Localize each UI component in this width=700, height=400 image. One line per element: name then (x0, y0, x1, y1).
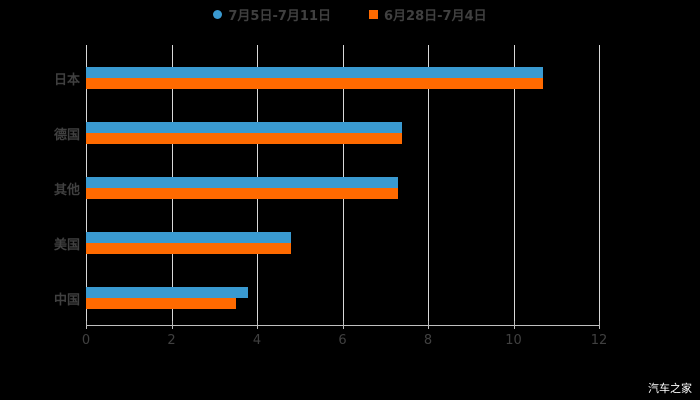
bar (86, 232, 292, 243)
tick-mark (428, 321, 429, 329)
tick-label: 2 (167, 333, 176, 348)
bar (86, 122, 403, 133)
tick-mark (599, 321, 600, 329)
legend-item-series2: 6月28日-7月4日 (369, 5, 487, 24)
tick-mark (171, 321, 173, 329)
tick-mark (342, 321, 344, 329)
bar (86, 177, 399, 188)
legend-label-series1: 7月5日-7月11日 (228, 9, 331, 24)
gridline (428, 45, 429, 325)
tick-label: 10 (505, 333, 522, 348)
gridline (513, 45, 515, 325)
tick-mark (513, 321, 515, 329)
tick-mark (86, 321, 87, 329)
bar (86, 78, 544, 89)
category-label: 日本 (53, 73, 80, 88)
gridline (599, 45, 600, 325)
tick-label: 0 (81, 333, 91, 348)
category-label: 其他 (53, 183, 80, 198)
bar (86, 243, 292, 254)
tick-label: 4 (252, 333, 262, 348)
legend-marker-blue-icon (213, 10, 223, 19)
bar (86, 133, 403, 144)
bar (86, 298, 236, 309)
tick-label: 12 (590, 333, 608, 348)
tick-label: 8 (423, 333, 433, 348)
category-label: 德国 (53, 128, 80, 143)
bar (86, 67, 544, 78)
category-label: 中国 (53, 293, 80, 308)
chart-legend: 7月5日-7月11日 6月28日-7月4日 (0, 5, 700, 24)
tick-mark (257, 321, 258, 329)
bar (86, 287, 249, 298)
tick-label: 6 (338, 333, 347, 348)
watermark: 汽车之家 (648, 382, 692, 395)
legend-item-series1: 7月5日-7月11日 (213, 5, 331, 24)
category-label: 美国 (53, 238, 80, 253)
legend-marker-orange-icon (369, 10, 378, 19)
bar (86, 188, 399, 199)
legend-label-series2: 6月28日-7月4日 (384, 9, 487, 24)
